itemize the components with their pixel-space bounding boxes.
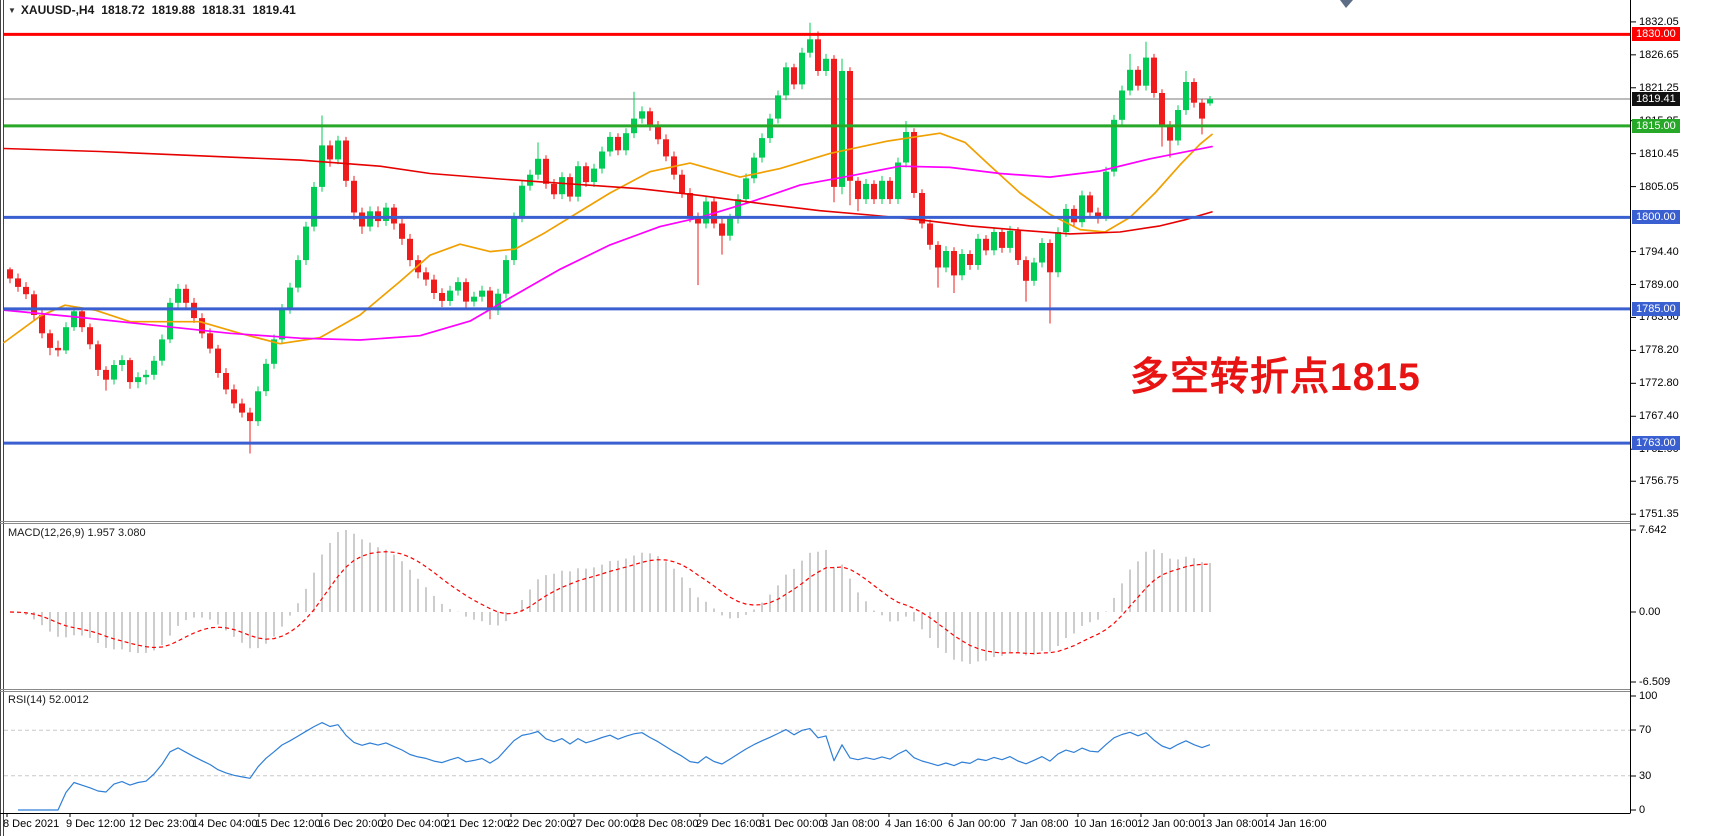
rsi-axis-label: 100: [1639, 690, 1658, 702]
time-tick-label: 16 Dec 20:00: [318, 818, 384, 830]
price-tick-label: 1778.20: [1639, 344, 1679, 357]
time-tick-label: 12 Dec 23:00: [129, 818, 195, 830]
ohlc-low: 1818.31: [202, 3, 246, 17]
time-tick-label: 14 Dec 04:00: [192, 818, 258, 830]
time-tick-label: 31 Dec 00:00: [759, 818, 825, 830]
price-badge-1819.41: 1819.41: [1632, 92, 1680, 106]
time-tick-label: 22 Dec 20:00: [507, 818, 573, 830]
time-tick-label: 14 Jan 16:00: [1263, 818, 1327, 830]
time-tick-label: 4 Jan 16:00: [885, 818, 943, 830]
chart-title: ▼ XAUUSD-,H4 1818.72 1819.88 1818.31 1819.41: [8, 3, 296, 17]
price-tick-label: 1810.45: [1639, 147, 1679, 160]
price-badge-1800.00: 1800.00: [1632, 210, 1680, 225]
ohlc-open: 1818.72: [101, 3, 145, 17]
macd-axis-label: -6.509: [1639, 676, 1671, 688]
ma-fast-orange: [3, 132, 1213, 345]
macd-histogram: [17, 530, 1211, 664]
price-tick-label: 1805.05: [1639, 180, 1679, 193]
rsi-axis-label: 0: [1639, 804, 1646, 816]
macd-axis-label: 0.00: [1639, 606, 1661, 618]
time-tick-label: 15 Dec 12:00: [255, 818, 321, 830]
ohlc-close: 1819.41: [252, 3, 296, 17]
candles-group: [7, 22, 1213, 454]
time-tick-label: 21 Dec 12:00: [444, 818, 510, 830]
price-tick-label: 1794.40: [1639, 245, 1679, 258]
shift-marker-icon: [1340, 0, 1353, 8]
rsi-indicator-label: RSI(14) 52.0012: [8, 694, 89, 706]
ma-slow-red: [3, 147, 1213, 235]
price-tick-label: 1826.65: [1639, 48, 1679, 61]
price-tick-label: 1789.00: [1639, 278, 1679, 291]
time-tick-label: 6 Jan 00:00: [948, 818, 1006, 830]
time-tick-label: 12 Jan 00:00: [1137, 818, 1201, 830]
macd-signal-line: [9, 551, 1211, 655]
macd-axis-label: 7.642: [1639, 524, 1667, 536]
price-badge-1815.00: 1815.00: [1632, 118, 1680, 133]
time-tick-label: 27 Dec 00:00: [570, 818, 636, 830]
time-tick-label: 8 Dec 2021: [3, 818, 60, 830]
rsi-line: [18, 722, 1211, 811]
time-tick-label: 20 Dec 04:00: [381, 818, 447, 830]
price-badge-1785.00: 1785.00: [1632, 301, 1680, 316]
price-tick-label: 1772.80: [1639, 377, 1679, 390]
time-tick-label: 28 Dec 08:00: [633, 818, 699, 830]
price-badge-1830.00: 1830.00: [1632, 27, 1680, 42]
price-tick-label: 1832.05: [1639, 15, 1679, 28]
price-tick-label: 1756.75: [1639, 475, 1679, 488]
time-tick-label: 9 Dec 12:00: [66, 818, 126, 830]
time-tick-label: 29 Dec 16:00: [696, 818, 762, 830]
price-tick-label: 1767.40: [1639, 410, 1679, 423]
ma-mid-magenta: [3, 145, 1213, 341]
price-badge-1763.00: 1763.00: [1632, 436, 1680, 451]
rsi-axis-label: 30: [1639, 770, 1652, 782]
price-tick-label: 1751.35: [1639, 508, 1679, 521]
price-tick-label: 1821.25: [1639, 81, 1679, 94]
time-tick-label: 3 Jan 08:00: [822, 818, 880, 830]
rsi-axis-label: 70: [1639, 724, 1652, 736]
symbol-dropdown-icon[interactable]: ▼: [8, 6, 16, 15]
symbol-period: XAUUSD-,H4: [20, 3, 95, 17]
ohlc-high: 1819.88: [151, 3, 196, 17]
time-tick-label: 13 Jan 08:00: [1200, 818, 1264, 830]
time-tick-label: 10 Jan 16:00: [1074, 818, 1138, 830]
macd-indicator-label: MACD(12,26,9) 1.957 3.080: [8, 527, 146, 539]
annotation-text: 多空转折点1815: [1130, 356, 1421, 399]
time-tick-label: 7 Jan 08:00: [1011, 818, 1069, 830]
